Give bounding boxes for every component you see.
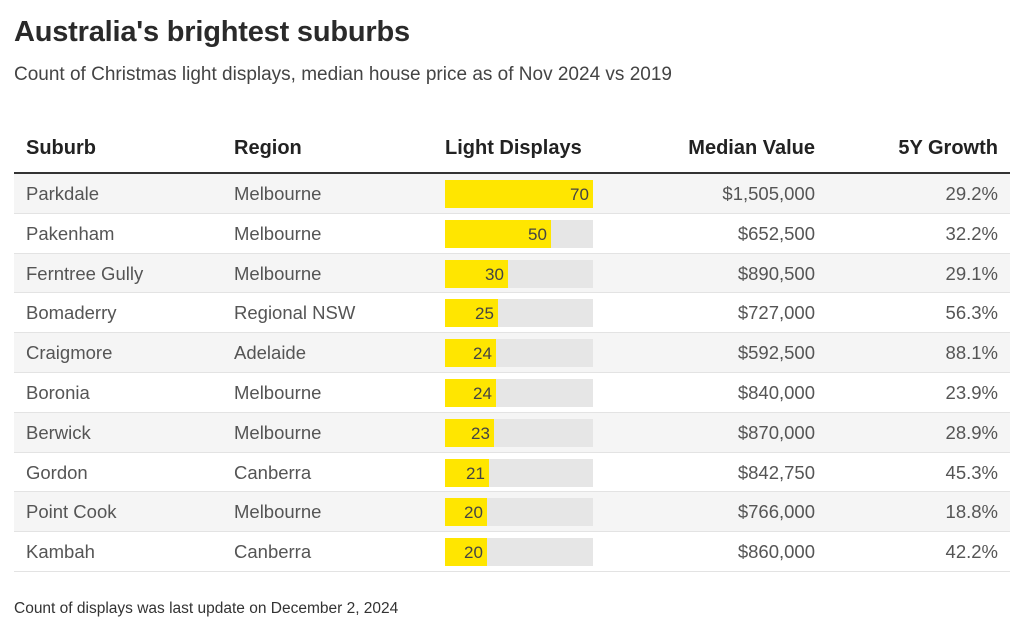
- header-region: Region: [234, 137, 302, 159]
- growth-cell: 28.9%: [945, 421, 998, 443]
- region-cell: Canberra: [234, 461, 312, 483]
- header-median-value: Median Value: [688, 137, 815, 159]
- bar-value-label: 70: [570, 185, 589, 204]
- bar-fill: [445, 219, 551, 248]
- median-value-cell: $727,000: [737, 302, 815, 324]
- bar-fill: [445, 458, 489, 487]
- growth-cell: 32.2%: [945, 222, 998, 244]
- bar-value-label: 21: [466, 463, 485, 483]
- region-cell: Melbourne: [234, 421, 322, 443]
- median-value-cell: $592,500: [737, 342, 815, 364]
- suburb-cell: Kambah: [26, 541, 95, 563]
- region-cell: Melbourne: [234, 222, 322, 244]
- bar-value-label: 24: [473, 383, 492, 403]
- bar-fill: [445, 259, 508, 288]
- median-value-cell: $840,000: [737, 381, 815, 403]
- region-cell: Melbourne: [234, 501, 322, 523]
- table-row: Bomaderry Regional NSW 25 $727,000 56.3%: [14, 293, 1010, 334]
- bar-fill: [445, 378, 496, 407]
- chart-subtitle: Count of Christmas light displays, media…: [14, 64, 672, 85]
- region-cell: Melbourne: [234, 183, 322, 204]
- median-value-cell: $1,505,000: [722, 183, 815, 204]
- table-row: Berwick Melbourne 23 $870,000 28.9%: [14, 412, 1010, 453]
- table-body: Parkdale Melbourne 70 $1,505,000 29.2% Pakenh…: [14, 174, 1010, 572]
- bar-track: 24: [445, 339, 593, 368]
- suburb-cell: Point Cook: [26, 501, 117, 523]
- growth-cell: 29.2%: [945, 183, 998, 204]
- region-cell: Melbourne: [234, 262, 322, 284]
- footnote: Count of displays was last update on Dec…: [14, 600, 399, 617]
- region-cell: Canberra: [234, 541, 312, 563]
- bar-track: 20: [445, 538, 593, 567]
- median-value-cell: $652,500: [737, 222, 815, 244]
- header-5y-growth: 5Y Growth: [898, 137, 998, 159]
- table-row: Pakenham Melbourne 50 $652,500 32.2%: [14, 214, 1010, 254]
- bar-track: 20: [445, 498, 593, 527]
- bar-track: 30: [445, 259, 593, 288]
- growth-cell: 42.2%: [945, 541, 998, 563]
- bar-fill: [445, 538, 487, 567]
- median-value-cell: $842,750: [737, 461, 815, 483]
- suburb-cell: Boronia: [26, 381, 90, 403]
- bar-track: 21: [445, 458, 593, 487]
- growth-cell: 23.9%: [945, 381, 998, 403]
- chart-title: Australia's brightest suburbs: [14, 16, 410, 48]
- growth-cell: 56.3%: [945, 302, 998, 324]
- growth-cell: 18.8%: [945, 501, 998, 523]
- bar-track: 50: [445, 219, 593, 248]
- suburb-cell: Parkdale: [26, 183, 100, 204]
- suburb-cell: Gordon: [26, 461, 88, 483]
- region-cell: Regional NSW: [234, 302, 356, 324]
- bar-track: 24: [445, 378, 593, 407]
- table-row: Gordon Canberra 21 $842,750 45.3%: [14, 453, 1010, 493]
- bar-value-label: 30: [485, 264, 504, 284]
- table-row: Point Cook Melbourne 20 $766,000 18.8%: [14, 492, 1010, 533]
- suburb-cell: Ferntree Gully: [26, 262, 144, 284]
- bar-value-label: 50: [528, 224, 547, 244]
- suburb-cell: Craigmore: [26, 342, 113, 364]
- table-header: Suburb Region Light Displays Median Valu…: [14, 128, 1010, 174]
- bar-value-label: 25: [475, 304, 494, 324]
- table-row: Craigmore Adelaide 24 $592,500 88.1%: [14, 333, 1010, 373]
- bar-track: 23: [445, 418, 593, 447]
- header-light-displays: Light Displays: [445, 137, 582, 159]
- growth-cell: 45.3%: [945, 461, 998, 483]
- bar-value-label: 20: [464, 503, 483, 523]
- bar-fill: [445, 418, 494, 447]
- median-value-cell: $860,000: [737, 541, 815, 563]
- table-row: Ferntree Gully Melbourne 30 $890,500 29.1%: [14, 253, 1010, 294]
- suburb-cell: Pakenham: [26, 222, 115, 244]
- region-cell: Adelaide: [234, 342, 307, 364]
- median-value-cell: $766,000: [737, 501, 815, 523]
- bar-fill: [445, 498, 487, 527]
- table-row: Parkdale Melbourne 70 $1,505,000 29.2%: [14, 174, 1010, 214]
- header-suburb: Suburb: [26, 137, 96, 159]
- median-value-cell: $870,000: [737, 421, 815, 443]
- bar-fill: [445, 339, 496, 368]
- table-row: Boronia Melbourne 24 $840,000 23.9%: [14, 373, 1010, 413]
- median-value-cell: $890,500: [737, 262, 815, 284]
- growth-cell: 88.1%: [945, 342, 998, 364]
- bar-value-label: 24: [473, 344, 492, 364]
- bar-value-label: 23: [471, 423, 490, 443]
- growth-cell: 29.1%: [945, 262, 998, 284]
- data-table: Suburb Region Light Displays Median Valu…: [14, 128, 1010, 572]
- bar-fill: [445, 299, 498, 328]
- table-row: Kambah Canberra 20 $860,000 42.2%: [14, 532, 1010, 572]
- region-cell: Melbourne: [234, 381, 322, 403]
- suburb-cell: Bomaderry: [26, 302, 117, 324]
- suburb-cell: Berwick: [26, 421, 91, 443]
- bar-fill: [445, 180, 593, 208]
- bar-track: 70: [445, 180, 593, 208]
- bar-track: 25: [445, 299, 593, 328]
- bar-value-label: 20: [464, 543, 483, 563]
